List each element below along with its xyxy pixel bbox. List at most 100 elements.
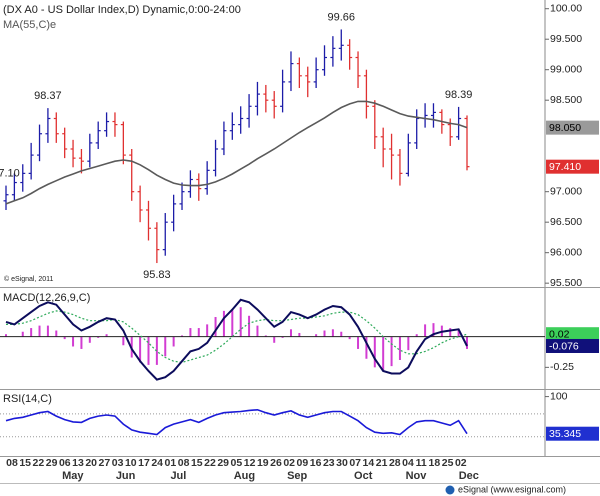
macd-histogram-bar xyxy=(38,325,41,337)
swing-label: 97.10 xyxy=(0,167,20,179)
macd-histogram-bar xyxy=(357,336,360,349)
x-tick-label: 12 xyxy=(244,457,256,469)
x-tick-label: 07 xyxy=(349,457,361,469)
month-label: Oct xyxy=(354,470,373,482)
month-label: Jun xyxy=(116,470,136,482)
x-tick-label: 19 xyxy=(257,457,269,469)
macd-histogram-bar xyxy=(365,336,368,359)
macd-histogram-bar xyxy=(398,336,401,360)
macd-histogram-bar xyxy=(340,331,343,337)
month-label: Jul xyxy=(170,470,186,482)
x-tick-label: 01 xyxy=(165,457,177,469)
macd-last-label-box xyxy=(546,338,599,353)
macd-histogram-bar xyxy=(88,336,91,343)
swing-label: 99.66 xyxy=(328,11,356,23)
macd-histogram-bar xyxy=(407,336,410,351)
macd-histogram-bar xyxy=(449,328,452,337)
y-tick-label: 97.000 xyxy=(550,185,582,197)
y-tick-label: 100.00 xyxy=(550,2,582,14)
x-tick-label: 27 xyxy=(99,457,111,469)
ma-last-label: 98.050 xyxy=(549,122,581,134)
x-tick-label: 03 xyxy=(112,457,124,469)
x-tick-label: 28 xyxy=(389,457,401,469)
y-tick-label: 96.500 xyxy=(550,216,582,228)
x-tick-label: 25 xyxy=(442,457,454,469)
macd-histogram-bar xyxy=(382,336,385,372)
x-tick-label: 13 xyxy=(72,457,84,469)
x-tick-label: 30 xyxy=(336,457,348,469)
macd-histogram-bar xyxy=(164,336,167,357)
esignal-logo xyxy=(445,485,455,495)
x-tick-label: 22 xyxy=(33,457,45,469)
x-tick-label: 06 xyxy=(59,457,71,469)
macd-histogram-bar xyxy=(72,336,75,347)
macd-histogram-bar xyxy=(181,335,184,337)
month-label: May xyxy=(62,470,84,482)
x-tick-label: 14 xyxy=(363,457,375,469)
macd-histogram-bar xyxy=(63,336,66,340)
x-tick-label: 02 xyxy=(283,457,295,469)
macd-histogram-bar xyxy=(5,334,7,337)
y-tick-label: 95.500 xyxy=(550,277,582,289)
macd-histogram-bar xyxy=(122,336,125,346)
x-tick-label: 16 xyxy=(310,457,322,469)
macd-histogram-bar xyxy=(30,328,33,337)
macd-histogram-bar xyxy=(390,336,393,367)
last-price-label: 97.410 xyxy=(549,161,581,173)
swing-label: 98.37 xyxy=(34,90,62,102)
macd-histogram-bar xyxy=(331,329,334,337)
x-tick-label: 04 xyxy=(402,457,414,469)
rsi-last-label: 35.345 xyxy=(549,428,581,440)
macd-histogram-bar xyxy=(273,336,276,343)
macd-last-label: -0.076 xyxy=(549,340,579,352)
macd-histogram-bar xyxy=(424,324,427,337)
month-label: Dec xyxy=(459,470,479,482)
macd-histogram-bar xyxy=(197,328,200,337)
footer-credit: eSignal (www.esignal.com) xyxy=(458,484,566,494)
swing-label: 95.83 xyxy=(143,269,171,281)
swing-label: 98.39 xyxy=(445,89,473,101)
chart-title: (DX A0 - US Dollar Index,D) Dynamic,0:00… xyxy=(3,4,241,16)
rsi-last-label-box xyxy=(546,426,599,441)
macd-histogram-bar xyxy=(432,323,435,337)
macd-histogram-bar xyxy=(222,310,225,337)
copyright: © eSignal, 2011 xyxy=(4,275,54,283)
y-tick-label: 98.500 xyxy=(550,94,582,106)
x-tick-label: 29 xyxy=(217,457,229,469)
rsi-line xyxy=(5,408,468,436)
y-tick-label: 100 xyxy=(550,390,568,402)
y-tick-label: 99.500 xyxy=(550,33,582,45)
x-tick-label: 10 xyxy=(125,457,137,469)
x-tick-label: 24 xyxy=(151,457,163,469)
x-tick-label: 22 xyxy=(204,457,216,469)
macd-histogram-bar xyxy=(315,334,318,337)
macd-histogram-bar xyxy=(172,336,175,347)
month-label: Sep xyxy=(287,470,307,482)
x-tick-label: 21 xyxy=(376,457,388,469)
x-tick-label: 05 xyxy=(231,457,243,469)
y-tick-label: -0.25 xyxy=(550,361,574,373)
y-tick-label: 99.000 xyxy=(550,63,582,75)
x-tick-label: 26 xyxy=(270,457,282,469)
month-label: Aug xyxy=(234,470,255,482)
macd-histogram-bar xyxy=(248,315,251,337)
last-price-label-box xyxy=(546,159,599,174)
signal-line xyxy=(6,310,468,364)
moving-average xyxy=(5,100,468,205)
macd-histogram-bar xyxy=(97,336,100,338)
month-label: Nov xyxy=(406,470,428,482)
macd-histogram-bar xyxy=(289,329,292,337)
y-tick-label: 96.000 xyxy=(550,246,582,258)
x-tick-label: 29 xyxy=(46,457,58,469)
x-tick-label: 15 xyxy=(19,457,31,469)
x-tick-label: 20 xyxy=(85,457,97,469)
macd-histogram-bar xyxy=(256,325,259,337)
macd-histogram-bar xyxy=(348,336,351,340)
macd-histogram-bar xyxy=(55,330,58,337)
x-tick-label: 23 xyxy=(323,457,335,469)
macd-histogram-bar xyxy=(21,331,24,337)
macd-histogram-bar xyxy=(373,336,376,368)
macd-histogram-bar xyxy=(323,330,326,337)
x-tick-label: 02 xyxy=(455,457,467,469)
